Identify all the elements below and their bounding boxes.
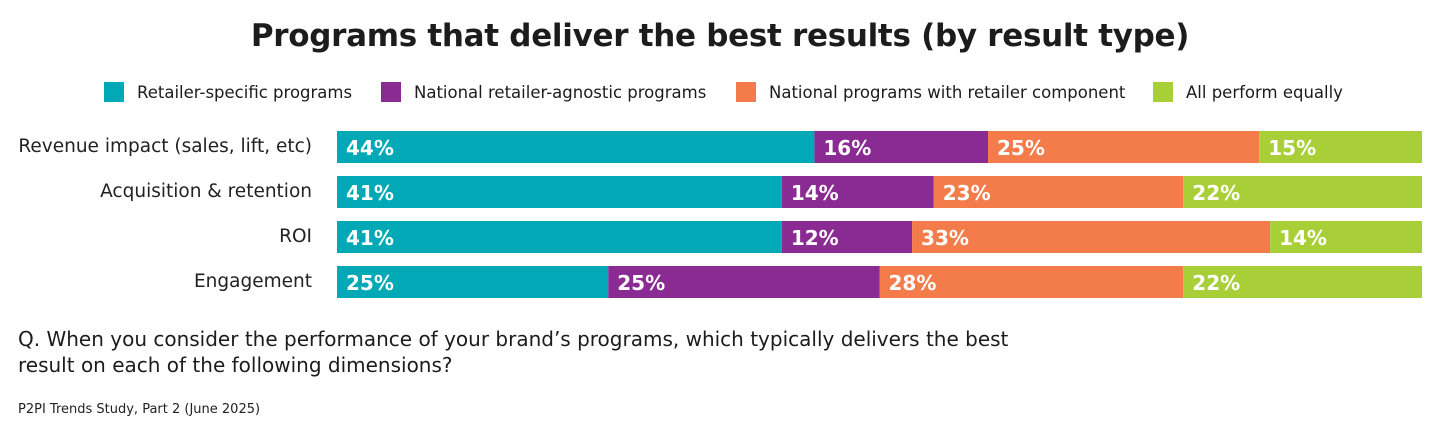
data-label-revenue-impact-sales-lift-etc-national-retailer-agnostic-programs: 16%	[823, 136, 871, 160]
row-label-roi: ROI	[279, 226, 312, 247]
data-label-acquisition-retention-retailer-specific-programs: 41%	[346, 181, 394, 205]
data-label-roi-all-perform-equally: 14%	[1279, 226, 1327, 250]
legend-item-national-agnostic: National retailer-agnostic programs	[381, 80, 706, 104]
data-label-roi-national-programs-with-retailer-component: 33%	[921, 226, 969, 250]
legend-item-national-retailer-component: National programs with retailer componen…	[736, 80, 1125, 104]
data-label-acquisition-retention-national-retailer-agnostic-programs: 14%	[791, 181, 839, 205]
bar-engagement-retailer-specific-programs	[337, 266, 609, 298]
bar-revenue-impact-sales-lift-etc-retailer-specific-programs	[337, 131, 815, 163]
legend-label-all-equal: All perform equally	[1186, 82, 1343, 102]
legend-item-all-equal: All perform equally	[1153, 80, 1343, 104]
legend-swatch-national-agnostic	[381, 82, 401, 102]
data-label-engagement-all-perform-equally: 22%	[1192, 271, 1240, 295]
data-label-roi-retailer-specific-programs: 41%	[346, 226, 394, 250]
bar-roi-retailer-specific-programs	[337, 221, 782, 253]
bar-engagement-national-retailer-agnostic-programs	[608, 266, 880, 298]
legend-swatch-national-retailer-component	[736, 82, 756, 102]
bar-revenue-impact-sales-lift-etc-all-perform-equally	[1259, 131, 1422, 163]
legend-swatch-all-equal	[1153, 82, 1173, 102]
data-label-revenue-impact-sales-lift-etc-retailer-specific-programs: 44%	[346, 136, 394, 160]
data-label-engagement-national-programs-with-retailer-component: 28%	[889, 271, 937, 295]
data-label-revenue-impact-sales-lift-etc-national-programs-with-retailer-component: 25%	[997, 136, 1045, 160]
row-label-acquisition-retention: Acquisition & retention	[100, 181, 312, 202]
data-label-revenue-impact-sales-lift-etc-all-perform-equally: 15%	[1268, 136, 1316, 160]
source-note: P2PI Trends Study, Part 2 (June 2025)	[18, 402, 261, 417]
legend-label-national-retailer-component: National programs with retailer componen…	[769, 82, 1126, 102]
data-label-acquisition-retention-national-programs-with-retailer-component: 23%	[943, 181, 991, 205]
legend-swatch-retailer-specific	[104, 82, 124, 102]
bar-acquisition-retention-national-programs-with-retailer-component	[933, 176, 1184, 208]
bar-acquisition-retention-national-retailer-agnostic-programs	[781, 176, 934, 208]
survey-question: Q. When you consider the performance of …	[18, 327, 1009, 377]
row-label-engagement: Engagement	[193, 271, 312, 292]
bar-revenue-impact-sales-lift-etc-national-retailer-agnostic-programs	[814, 131, 988, 163]
row-label-revenue-impact: Revenue impact (sales, lift, etc)	[18, 136, 312, 157]
data-label-roi-national-retailer-agnostic-programs: 12%	[791, 226, 839, 250]
bar-engagement-all-perform-equally	[1183, 266, 1422, 298]
bar-roi-national-retailer-agnostic-programs	[781, 221, 913, 253]
legend-label-retailer-specific: Retailer-specific programs	[137, 82, 353, 102]
bar-acquisition-retention-retailer-specific-programs	[337, 176, 782, 208]
bar-roi-national-programs-with-retailer-component	[912, 221, 1271, 253]
bar-roi-all-perform-equally	[1270, 221, 1422, 253]
data-label-engagement-retailer-specific-programs: 25%	[346, 271, 394, 295]
bar-revenue-impact-sales-lift-etc-national-programs-with-retailer-component	[988, 131, 1260, 163]
data-label-engagement-national-retailer-agnostic-programs: 25%	[617, 271, 665, 295]
legend-item-retailer-specific: Retailer-specific programs	[104, 80, 352, 104]
chart-title: Programs that deliver the best results (…	[250, 18, 1190, 54]
data-label-acquisition-retention-all-perform-equally: 22%	[1192, 181, 1240, 205]
bar-acquisition-retention-all-perform-equally	[1183, 176, 1422, 208]
bar-engagement-national-programs-with-retailer-component	[879, 266, 1184, 298]
legend-label-national-agnostic: National retailer-agnostic programs	[414, 82, 707, 102]
